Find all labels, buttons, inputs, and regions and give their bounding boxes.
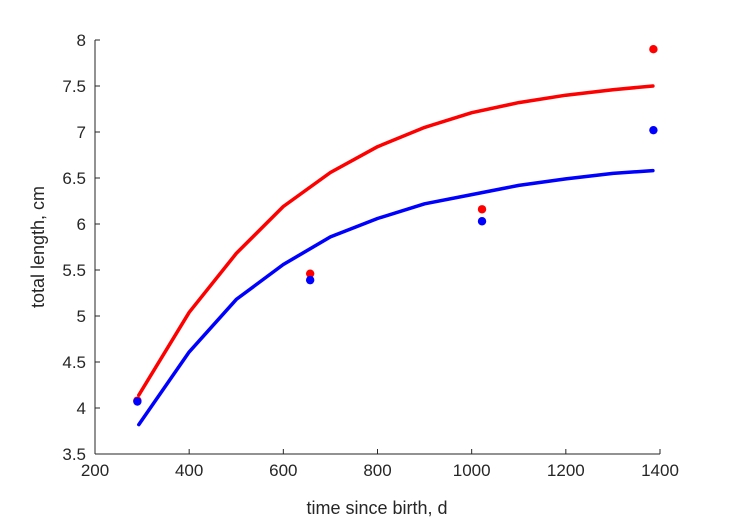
fit-curve-blue	[137, 168, 655, 427]
y-tick-label: 4.5	[62, 353, 86, 372]
x-tick-label: 600	[269, 461, 297, 480]
y-axis-label: total length, cm	[28, 186, 48, 308]
y-tick-label: 5	[77, 307, 86, 326]
y-tick-label: 7	[77, 123, 86, 142]
data-point-red	[305, 269, 315, 278]
data-point-red	[477, 205, 487, 214]
y-tick-label: 8	[77, 31, 86, 50]
y-tick-label: 5.5	[62, 261, 86, 280]
data-point-blue	[305, 275, 315, 285]
x-tick-label: 800	[363, 461, 391, 480]
x-tick-label: 1200	[547, 461, 585, 480]
x-axis-ticks: 200 400 600 800 1000 1200 1400	[81, 449, 679, 480]
y-tick-label: 7.5	[62, 77, 86, 96]
data-point-blue	[133, 397, 142, 406]
y-tick-label: 3.5	[62, 445, 86, 464]
data-point-red	[649, 45, 658, 54]
x-tick-label: 400	[175, 461, 203, 480]
y-tick-label: 4	[77, 399, 86, 418]
plot-area	[94, 40, 660, 455]
data-point-blue	[477, 217, 487, 226]
x-tick-label: 1400	[641, 461, 679, 480]
x-tick-label: 200	[81, 461, 109, 480]
x-axis-label: time since birth, d	[306, 498, 447, 518]
y-tick-label: 6.5	[62, 169, 86, 188]
y-axis-ticks: 3.5 4 4.5 5 5.5 6 6.5 7 7.5 8	[62, 31, 100, 464]
x-tick-label: 1000	[453, 461, 491, 480]
y-tick-label: 6	[77, 215, 86, 234]
series-layer	[133, 45, 658, 427]
fit-curve-red	[137, 84, 655, 397]
data-point-blue	[649, 125, 658, 135]
